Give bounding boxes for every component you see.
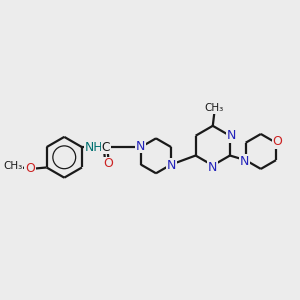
Text: O: O xyxy=(272,135,282,148)
Text: N: N xyxy=(208,161,218,174)
Text: CH₃: CH₃ xyxy=(205,103,224,113)
Text: CH₃: CH₃ xyxy=(4,161,23,171)
Text: N: N xyxy=(227,129,236,142)
Text: N: N xyxy=(240,154,249,168)
Text: N: N xyxy=(136,140,145,153)
Text: O: O xyxy=(25,162,35,175)
Text: C: C xyxy=(101,141,110,154)
Text: N: N xyxy=(167,159,176,172)
Text: NH: NH xyxy=(85,141,104,154)
Text: O: O xyxy=(103,157,113,170)
